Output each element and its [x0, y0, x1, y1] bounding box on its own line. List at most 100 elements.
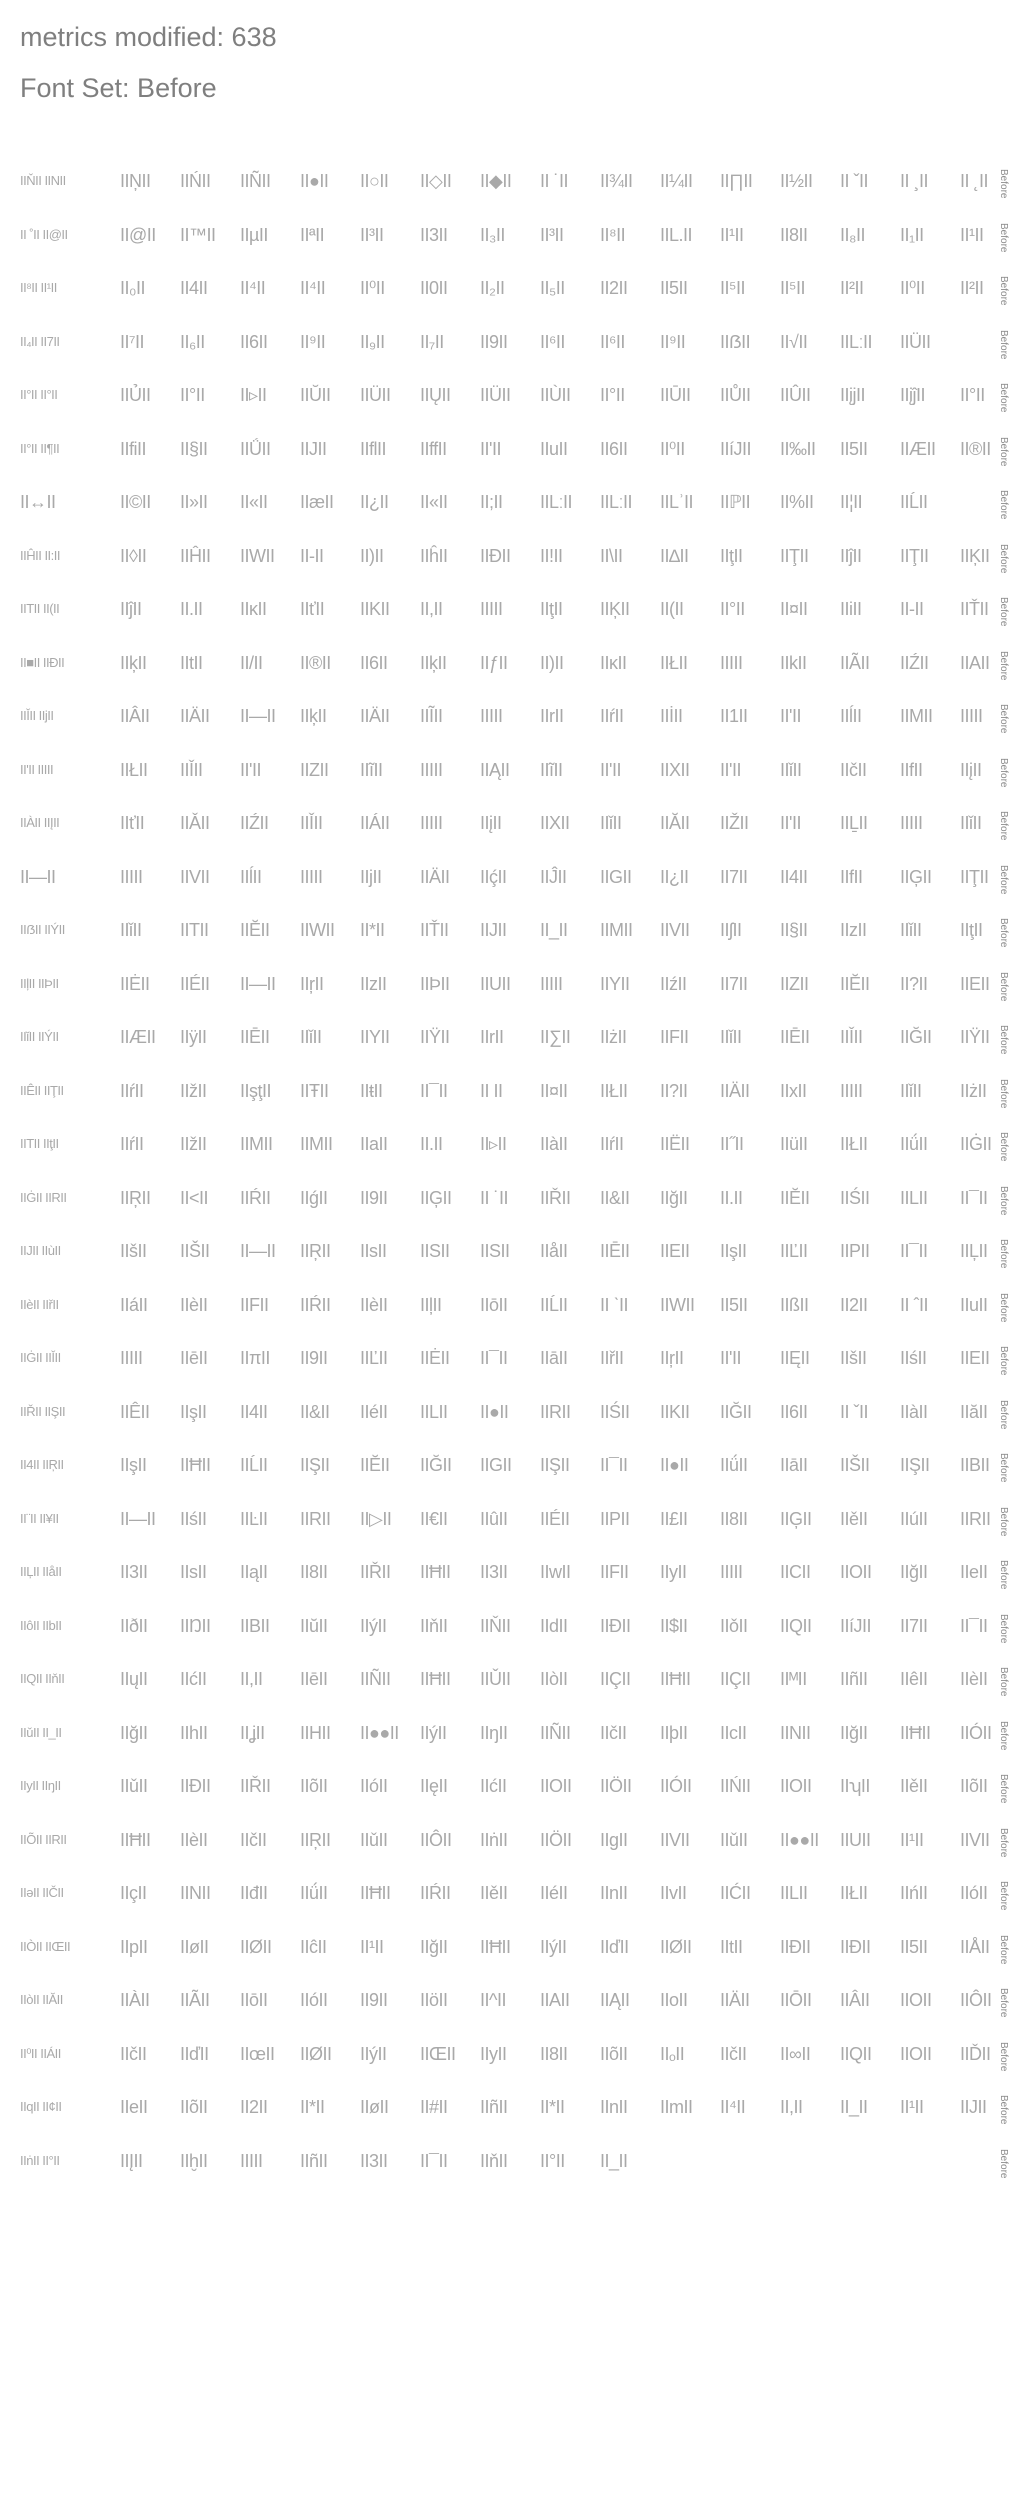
glyph-sample: II°II	[600, 385, 625, 405]
glyph-sample: IIỦII	[120, 385, 151, 405]
glyph-sample: IIǘII	[720, 1455, 748, 1475]
glyph-sample: II®II	[300, 652, 331, 673]
glyph-sample: II_II	[840, 2097, 868, 2117]
glyph-sample: II7II	[900, 1615, 928, 1636]
row-tag: Before	[998, 971, 1009, 1002]
glyph-sample: IIÂII	[120, 706, 150, 726]
glyph-sample: II⁰II	[660, 438, 685, 459]
glyph-sample: IIżII	[960, 1080, 987, 1101]
row-tag: Before	[998, 1453, 1009, 1483]
glyph-sample: IIǐII	[120, 920, 142, 940]
glyph-row: IIÀII IIĮII IIťII IIǍII IIŹII IIǏII IIÁII IIII…	[0, 800, 1024, 854]
glyph-sample: IIǔII	[360, 1829, 388, 1850]
glyph-sample: II II	[480, 1080, 503, 1101]
glyph-sample: IIĿII	[240, 1508, 268, 1529]
glyph-sample: IIdII	[540, 1615, 568, 1636]
glyph-sample: IIĘII	[780, 1348, 810, 1368]
glyph-sample: IIRII	[960, 1508, 991, 1529]
row-tag: Before	[998, 1827, 1009, 1858]
glyph-sample: II§II	[780, 920, 808, 940]
glyph-sample: IIᴹII	[780, 1669, 807, 1689]
glyph-sample: II®II	[960, 438, 991, 459]
glyph-sample: IIŅII	[120, 171, 151, 191]
glyph-sample: II,II	[240, 1669, 263, 1689]
glyph-sample: IIĩII	[360, 759, 383, 780]
glyph-sample: IITII II(II	[20, 601, 60, 616]
glyph-sample: IIVII	[960, 1829, 990, 1850]
glyph-row: IIòII IIĂII IIÀII IIÃII IIōII IIóII II9II IIöI…	[0, 1977, 1024, 2031]
glyph-sample: IIÇII	[720, 1669, 751, 1689]
glyph-sample: IIéII	[540, 1883, 568, 1903]
glyph-sample: IILʾII	[660, 492, 694, 512]
glyph-sample: IIkII	[780, 652, 807, 673]
glyph-sample: IIįII	[480, 813, 502, 833]
glyph-sample: IIAII	[540, 1990, 570, 2010]
glyph-sample: IIāII	[540, 1348, 568, 1368]
glyph-sample: IIĦII	[120, 1829, 151, 1850]
glyph-sample: IIįĵII	[900, 385, 926, 405]
glyph-sample: II7II	[720, 973, 748, 994]
glyph-sample: IItII	[720, 1936, 743, 1957]
glyph-sample: IIŁII	[660, 652, 688, 673]
glyph-sample: IIèII	[180, 1829, 208, 1850]
glyph-sample: IIRII	[540, 1401, 571, 1422]
glyph-sample: II ˋII	[600, 1294, 629, 1315]
glyph-sample: IIóII	[300, 1990, 328, 2010]
row-tag: Before	[998, 436, 1009, 467]
glyph-sample: IIĖII	[120, 973, 150, 994]
glyph-sample: IIÉII	[180, 973, 210, 994]
row-tag: Before	[998, 1560, 1009, 1590]
glyph-sample: IIṅII II°II	[20, 2152, 60, 2168]
glyph-sample: IIøII	[180, 1936, 209, 1957]
glyph-sample: II⁸II II¹II	[20, 280, 57, 295]
glyph-sample: II⁹II	[660, 331, 686, 352]
glyph-sample: II₇II	[420, 331, 444, 352]
glyph-sample: IIĺII	[840, 706, 862, 726]
glyph-sample: II5II	[900, 1936, 928, 1957]
glyph-sample: IIYII	[360, 1027, 390, 1047]
glyph-sample: IIŌII	[780, 1990, 812, 2010]
glyph-row: IIÊII IIŢII IIŕII IIžII IIşţII IIŦII IIŧII II¯…	[0, 1068, 1024, 1122]
glyph-sample: IIcII	[720, 1722, 747, 1743]
glyph-sample: IIŕII	[120, 1134, 144, 1154]
glyph-sample: IIəII IIČII	[20, 1885, 64, 1900]
glyph-sample: IIeII	[120, 2097, 148, 2117]
glyph-sample: IIşII	[120, 1455, 147, 1475]
glyph-sample: IIİII	[660, 706, 683, 726]
glyph-sample: IIŔII	[300, 1294, 331, 1315]
glyph-sample: II6II	[360, 652, 388, 673]
glyph-sample: II3II	[120, 1562, 148, 1582]
glyph-sample: IIrII	[540, 706, 564, 726]
glyph-sample: IIŸII	[960, 1027, 990, 1047]
row-tag: Before	[998, 276, 1009, 306]
glyph-sample: IIĺII	[240, 866, 262, 887]
glyph-sample: IIǍII	[180, 813, 210, 833]
glyph-sample: II£II	[660, 1508, 688, 1529]
glyph-sample: II¯II	[900, 1241, 928, 1261]
glyph-sample: II8II	[720, 1508, 748, 1529]
glyph-sample: IIĦII	[660, 1669, 691, 1689]
glyph-sample: IIÆII	[900, 438, 936, 459]
glyph-sample: IITII	[180, 920, 209, 940]
glyph-sample: II7II	[720, 866, 748, 887]
glyph-sample: IIÑII	[540, 1722, 571, 1743]
glyph-sample: II§II	[180, 438, 208, 459]
glyph-sample: IIǐII	[300, 1027, 322, 1047]
glyph-sample: II⁰II IIÁII	[20, 2045, 61, 2061]
glyph-sample: IIĒII	[600, 1241, 630, 1261]
glyph-row: IIǏII IIjII IIÂII IIÄII II—II IIķII IIÄII IIĨI…	[0, 693, 1024, 747]
glyph-sample: IIŬII	[300, 385, 331, 405]
glyph-sample: IIÇII	[600, 1669, 631, 1689]
glyph-sample: II¹II	[900, 2097, 924, 2117]
glyph-sample: II⁹II	[300, 331, 326, 352]
glyph-sample: II₈II	[840, 224, 865, 245]
row-tag: Before	[998, 1506, 1009, 1537]
glyph-sample: IIťII	[300, 599, 325, 619]
glyph-sample: II€II	[420, 1508, 448, 1529]
row-tag: Before	[998, 1934, 1009, 1965]
glyph-sample: II'II	[240, 759, 261, 780]
row-tag: Before	[998, 1399, 1009, 1430]
glyph-sample: II∞II	[780, 2043, 811, 2064]
row-tag: Before	[998, 650, 1009, 681]
glyph-sample: IIŹII	[900, 652, 929, 673]
